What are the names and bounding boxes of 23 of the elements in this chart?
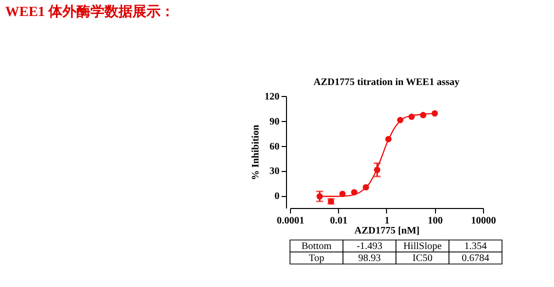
text: 98.93 xyxy=(358,253,381,264)
text: HillSlope xyxy=(403,241,442,252)
y-axis-title: % Inhibition xyxy=(250,124,262,180)
text: WEE1 体外酶学数据展示： xyxy=(5,4,174,20)
y-tick-label: 120 xyxy=(264,92,280,102)
x-tick-label: 0.01 xyxy=(330,216,348,226)
text: -1.493 xyxy=(356,241,382,252)
x-tick-label: 0.0001 xyxy=(276,216,304,226)
text: Bottom xyxy=(301,241,332,252)
y-tick-label: 90 xyxy=(270,116,280,128)
y-tick-label: 0 xyxy=(274,191,280,202)
y-tick-label: 30 xyxy=(270,166,280,178)
x-tick-label: 1 xyxy=(384,216,390,226)
point xyxy=(432,110,438,117)
x-tick-label: 10000 xyxy=(471,216,496,226)
x-axis-title: AZD1775 [nM] xyxy=(354,226,420,236)
text: 0.6784 xyxy=(462,253,490,264)
chart-title: AZD1775 titration in WEE1 assay xyxy=(314,77,460,88)
text: 1.354 xyxy=(464,241,487,252)
x-tick-label: 100 xyxy=(428,216,443,226)
y-tick-label: 60 xyxy=(270,141,280,152)
text: IC50 xyxy=(412,253,432,264)
text: Top xyxy=(308,253,324,264)
